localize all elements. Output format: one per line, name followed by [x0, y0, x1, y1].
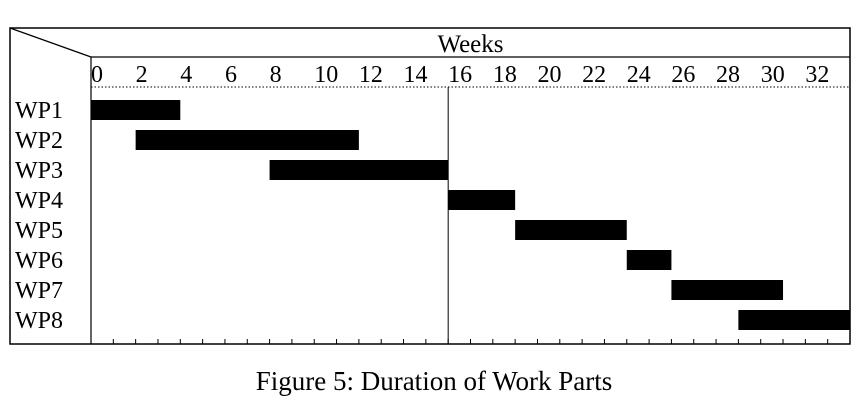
x-tick-label: 26 [671, 62, 695, 88]
task-label: WP5 [15, 218, 63, 244]
task-bar [91, 100, 181, 120]
task-bar [671, 280, 784, 300]
task-label: WP6 [15, 248, 63, 274]
task-label: WP4 [15, 188, 63, 214]
x-tick-label: 16 [448, 62, 472, 88]
task-label: WP2 [15, 128, 63, 154]
x-tick-label: 32 [805, 62, 829, 88]
chart-frame [9, 27, 851, 345]
task-bars [91, 100, 850, 330]
x-tick-label: 28 [716, 62, 740, 88]
task-bar [448, 190, 516, 210]
chart-border [9, 27, 851, 345]
task-bar [135, 130, 359, 150]
task-bar [269, 160, 449, 180]
task-label: WP7 [15, 278, 63, 304]
task-bar [626, 250, 672, 270]
task-bar [515, 220, 627, 240]
x-tick-label: 18 [493, 62, 517, 88]
x-tick-label: 4 [180, 62, 192, 88]
task-label: WP1 [15, 98, 63, 124]
x-tick-label: 22 [582, 62, 606, 88]
task-label: WP3 [15, 158, 63, 184]
task-labels: WP1 WP2 WP3 WP4 WP5 WP6 WP7 WP8 [15, 98, 63, 334]
x-tick-label: 20 [537, 62, 561, 88]
task-bar [738, 310, 850, 330]
x-tick-label: 2 [136, 62, 148, 88]
x-axis-tick-labels: 0 2 4 6 8 10 12 14 16 18 20 22 24 26 28 30 32 [91, 62, 829, 88]
x-tick-label: 24 [627, 62, 651, 88]
figure-caption: Figure 5: Duration of Work Parts [255, 366, 613, 396]
task-label: WP8 [15, 308, 63, 334]
header-diagonal-line [9, 27, 92, 58]
x-tick-label: 10 [314, 62, 338, 88]
x-tick-label: 30 [761, 62, 785, 88]
x-tick-label: 0 [91, 62, 103, 88]
gantt-chart: 0 2 4 6 8 10 12 14 16 18 20 22 24 26 28 30 32 WP1WP2WP3W… [9, 27, 851, 345]
x-tick-label: 12 [359, 62, 383, 88]
x-tick-label: 14 [404, 62, 428, 88]
x-axis-ticks [90, 339, 851, 344]
x-tick-label: 6 [225, 62, 237, 88]
x-tick-label: 8 [270, 62, 282, 88]
x-axis-title: Weeks [437, 31, 503, 58]
